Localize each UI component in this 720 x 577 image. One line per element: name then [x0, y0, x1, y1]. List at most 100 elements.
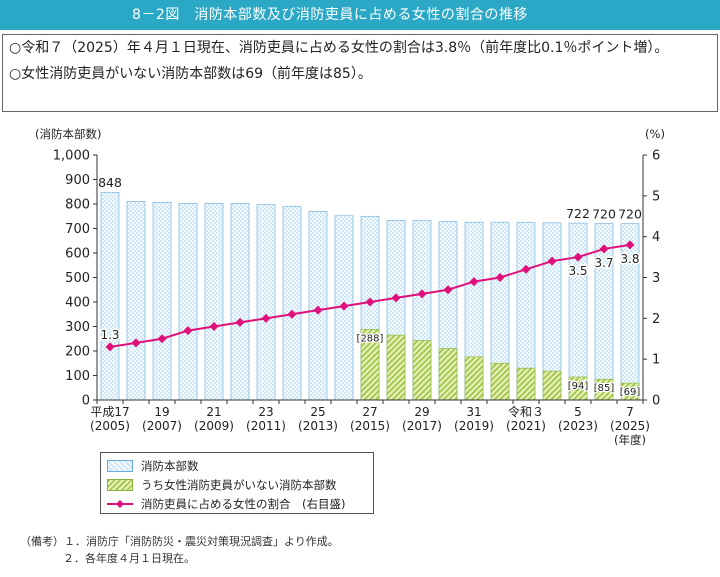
line-point-ratio [573, 252, 583, 262]
bar-stations [230, 203, 250, 401]
y-left-tick-label: 400 [65, 296, 90, 311]
legend-swatch-line [107, 500, 133, 508]
line-point-ratio [625, 240, 635, 250]
x-tick-label-year: (2011) [246, 419, 286, 433]
line-point-ratio [599, 244, 609, 254]
line-value-label: 3.5 [568, 264, 587, 278]
line-point-ratio [547, 256, 557, 266]
line-point-ratio [469, 277, 479, 287]
bar-stations [282, 205, 302, 401]
green-bar-value-label: [85] [594, 383, 615, 394]
bar-no-female [386, 334, 406, 401]
line-point-ratio [157, 334, 167, 344]
green-bar-value-label: [288] [357, 333, 384, 344]
line-point-ratio [521, 264, 531, 274]
x-tick-label-era: 令和３ [508, 404, 544, 419]
summary-line-1: ○令和７（2025）年４月１日現在、消防吏員に占める女性の割合は3.8％（前年度… [9, 40, 669, 56]
green-bar-value-label: [94] [568, 381, 589, 392]
figure-title: 8－2図 消防本部数及び消防吏員に占める女性の割合の推移 [0, 0, 720, 30]
line-point-ratio [365, 297, 375, 307]
line-value-label: 1.3 [100, 328, 119, 342]
legend-label-stations: 消防本部数 [141, 459, 199, 473]
bar-no-female [542, 370, 562, 401]
line-point-ratio [495, 273, 505, 282]
line-point-ratio [417, 289, 427, 299]
y-left-tick-label: 900 [65, 173, 90, 188]
y-left-tick-label: 600 [65, 247, 90, 262]
bar-stations [204, 202, 224, 401]
line-point-ratio [287, 309, 297, 319]
x-tick-label-era: 19 [154, 405, 169, 419]
y-right-tick-label: 0 [652, 394, 660, 409]
line-point-ratio [339, 301, 349, 311]
bar-value-label: 722 [566, 206, 590, 221]
bar-no-female [412, 340, 432, 401]
bar-stations [620, 223, 640, 401]
x-tick-label-era: 21 [206, 405, 221, 419]
x-axis-title: (年度) [614, 433, 646, 447]
bar-value-label: 720 [592, 207, 616, 222]
x-tick-label-era: 25 [310, 405, 325, 419]
line-point-ratio [105, 342, 115, 352]
summary-box: ○令和７（2025）年４月１日現在、消防吏員に占める女性の割合は3.8％（前年度… [2, 34, 718, 112]
legend-label-no-female: うち女性消防吏員がいない消防本部数 [141, 478, 337, 492]
bar-stations [100, 191, 120, 401]
x-tick-label-year: (2015) [350, 419, 390, 433]
x-tick-label-year: (2005) [90, 419, 130, 433]
legend-swatch-green [107, 479, 133, 491]
x-tick-label-era: 5 [574, 405, 582, 419]
x-tick-label-year: (2017) [402, 419, 442, 433]
green-bar-value-label: [69] [620, 387, 641, 398]
x-tick-label-year: (2025) [610, 419, 650, 433]
y-left-tick-label: 100 [65, 369, 90, 384]
y-right-tick-label: 1 [652, 353, 660, 368]
line-point-ratio [209, 322, 219, 331]
x-tick-label-era: 27 [362, 405, 377, 419]
legend: 消防本部数 うち女性消防吏員がいない消防本部数 消防吏員に占める女性の割合 (右… [100, 452, 374, 514]
x-tick-label-era: 23 [258, 405, 273, 419]
y-right-tick-label: 5 [652, 189, 660, 204]
y-right-tick-label: 2 [652, 312, 660, 327]
bar-no-female [516, 367, 536, 401]
bar-stations [178, 202, 198, 401]
notes: （備考）１．消防庁「消防防災・震災対策現況調査」より作成。 ２．各年度４月１日現… [20, 533, 339, 567]
bar-stations [126, 201, 146, 401]
bar-stations [256, 204, 276, 401]
y-left-tick-label: 200 [65, 345, 90, 360]
x-tick-label-year: (2013) [298, 419, 338, 433]
x-tick-label-year: (2019) [454, 419, 494, 433]
y-left-tick-label: 700 [65, 222, 90, 237]
y-left-tick-label: 800 [65, 198, 90, 213]
y-right-tick-label: 4 [652, 230, 660, 245]
bar-no-female [490, 362, 510, 401]
y-axis-left-title: (消防本部数) [35, 127, 101, 141]
x-tick-label-year: (2023) [558, 419, 598, 433]
x-tick-label-year: (2009) [194, 419, 234, 433]
bar-value-label: 720 [618, 207, 642, 222]
bar-line-chart: (消防本部数) (%) 0 100 200 300 400 500 600 700 800 900 1,… [35, 127, 665, 447]
x-tick-label-era: 7 [626, 405, 634, 419]
x-tick-label-year: (2007) [142, 419, 182, 433]
x-tick-label-era: 31 [466, 405, 481, 419]
line-point-ratio [443, 285, 453, 295]
x-tick-label-year: (2021) [506, 419, 546, 433]
legend-item-no-female: うち女性消防吏員がいない消防本部数 [107, 477, 337, 493]
y-axis-right-title: (%) [645, 127, 665, 141]
line-value-label: 3.7 [594, 256, 613, 270]
note-line-1: （備考）１．消防庁「消防防災・震災対策現況調査」より作成。 [20, 535, 339, 548]
bar-no-female [438, 348, 458, 401]
y-left-tick-label: 500 [65, 271, 90, 286]
x-tick-label-era: 29 [414, 405, 429, 419]
bar-stations [568, 222, 588, 401]
line-point-ratio [131, 338, 141, 348]
x-tick-label-era: 平成17 [90, 405, 129, 419]
note-line-2: ２．各年度４月１日現在。 [63, 552, 195, 565]
line-point-ratio [235, 317, 245, 327]
y-left-tick-label: 1,000 [53, 149, 90, 164]
y-left-tick-label: 300 [65, 320, 90, 335]
line-value-label: 3.8 [620, 252, 639, 266]
y-left-tick-label: 0 [82, 394, 90, 409]
line-point-ratio [261, 313, 271, 323]
legend-swatch-blue [107, 460, 133, 472]
line-point-ratio [391, 293, 401, 303]
